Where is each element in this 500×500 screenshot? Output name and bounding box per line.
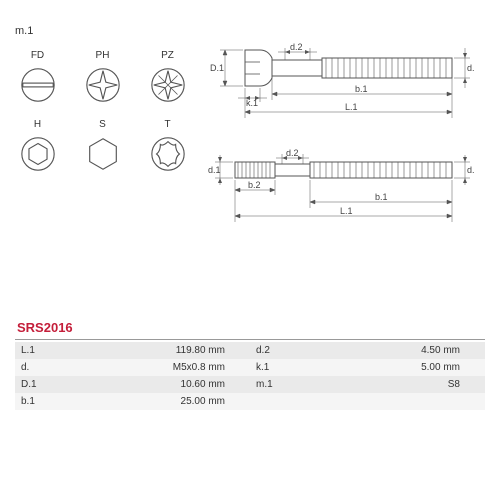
hex-external-icon [84, 135, 122, 173]
dim-D1: D.1 [210, 63, 224, 73]
pozidriv-icon [149, 66, 187, 104]
spec-value: 10.60 mm [71, 376, 250, 393]
slotted-icon [19, 66, 57, 104]
table-row: b.1 25.00 mm [15, 393, 485, 410]
dim-d2: d.2 [290, 42, 303, 52]
spec-label: L.1 [15, 342, 71, 359]
drive-t: T [145, 119, 190, 173]
table-row: D.1 10.60 mm m.1 S8 [15, 376, 485, 393]
drive-type-grid: FD PH PZ H S T [15, 50, 195, 188]
spec-value: M5x0.8 mm [71, 359, 250, 376]
drive-label: S [80, 119, 125, 130]
screw2-svg [210, 150, 475, 230]
part-number: SRS2016 [15, 320, 485, 335]
drive-fd: FD [15, 50, 60, 104]
screw1-svg [210, 30, 475, 125]
spec-table: L.1 119.80 mm d.2 4.50 mm d. M5x0.8 mm k… [15, 342, 485, 410]
hex-socket-icon [19, 135, 57, 173]
drive-label: H [15, 119, 60, 130]
dim-b1: b.1 [355, 84, 368, 94]
spec-label [250, 393, 306, 410]
screw-diagram-1: D.1 d.2 d. b.1 k.1 L.1 [210, 30, 475, 125]
drive-s: S [80, 119, 125, 173]
table-row: d. M5x0.8 mm k.1 5.00 mm [15, 359, 485, 376]
spec-label: D.1 [15, 376, 71, 393]
spec-table-area: SRS2016 L.1 119.80 mm d.2 4.50 mm d. M5x… [15, 320, 485, 410]
dim-b1: b.1 [375, 192, 388, 202]
spec-label: b.1 [15, 393, 71, 410]
drive-label: T [145, 119, 190, 130]
dim-L1: L.1 [340, 206, 353, 216]
dim-b2: b.2 [248, 180, 261, 190]
drive-label: PH [80, 50, 125, 61]
spec-value: S8 [306, 376, 485, 393]
screw-diagram-2: d.1 d.2 d. b.2 b.1 L.1 [210, 150, 475, 230]
dim-k1: k.1 [246, 98, 258, 108]
drive-label: PZ [145, 50, 190, 61]
drive-row-1: FD PH PZ [15, 50, 195, 104]
spec-value: 119.80 mm [71, 342, 250, 359]
spec-label: d.2 [250, 342, 306, 359]
torx-icon [149, 135, 187, 173]
dim-d2: d.2 [286, 148, 299, 158]
section-label: m.1 [15, 25, 33, 37]
divider [15, 339, 485, 340]
spec-value: 4.50 mm [306, 342, 485, 359]
drive-label: FD [15, 50, 60, 61]
dim-L1: L.1 [345, 102, 358, 112]
spec-label: d. [15, 359, 71, 376]
drive-h: H [15, 119, 60, 173]
drive-pz: PZ [145, 50, 190, 104]
spec-value: 5.00 mm [306, 359, 485, 376]
spec-value: 25.00 mm [71, 393, 250, 410]
spec-value [306, 393, 485, 410]
drive-ph: PH [80, 50, 125, 104]
dim-d1: d.1 [208, 165, 221, 175]
table-row: L.1 119.80 mm d.2 4.50 mm [15, 342, 485, 359]
drive-row-2: H S T [15, 119, 195, 173]
dim-d: d. [467, 165, 475, 175]
spec-label: m.1 [250, 376, 306, 393]
phillips-icon [84, 66, 122, 104]
screw-diagrams: D.1 d.2 d. b.1 k.1 L.1 [210, 30, 475, 230]
dim-d: d. [467, 63, 475, 73]
spec-label: k.1 [250, 359, 306, 376]
